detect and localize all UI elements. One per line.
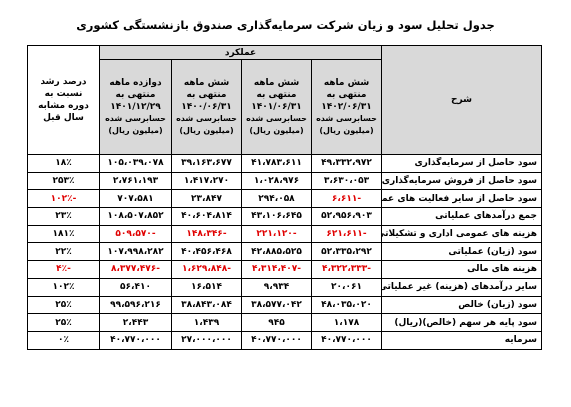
- value-cell: -۱۴۸،۳۴۶: [171, 224, 242, 244]
- performance-header: عملکرد: [99, 45, 382, 60]
- table-row: سایر درآمدهای (هزینه) غیر عملیاتی ۲۰،۰۶۱ ۹…: [27, 277, 542, 297]
- row-label: سود حاصل از سرمایه‌گذاری: [381, 154, 542, 173]
- period-header-1401-6: شش ماهه منتهی به ۱۴۰۱/۰۶/۳۱ حسابرسی شده …: [241, 59, 312, 155]
- value-cell: ۵۲،۳۳۵،۲۹۲: [311, 242, 382, 262]
- value-cell: ۴۰،۷۷۰،۰۰۰: [311, 330, 382, 350]
- row-label: سرمایه: [381, 330, 542, 350]
- row-label: جمع درآمدهای عملیاتی: [381, 207, 542, 226]
- row-label: هزینه های مالی: [381, 260, 542, 279]
- table-row: سود (زیان) خالص ۴۸،۰۳۵،۰۲۰ ۳۸،۵۷۷،۰۴۲ ۳۸،۸۴…: [27, 295, 542, 315]
- growth-cell: ۱۸۱٪: [27, 224, 100, 244]
- value-cell: -۴،۳۱۴،۴۰۷: [241, 260, 312, 279]
- table-row: سود حاصل از سرمایه‌گذاری ۴۹،۳۳۲،۹۷۲ ۴۱،۷۸۳…: [27, 154, 542, 173]
- value-cell: ۳۸،۵۷۷،۰۴۲: [241, 295, 312, 315]
- value-cell: ۴۰،۷۷۰،۰۰۰: [99, 330, 172, 350]
- table-row: سود حاصل از سایر فعالیت های عملیاتی-۶،۶۱…: [27, 189, 542, 209]
- value-cell: ۱،۱۷۸: [311, 313, 382, 332]
- growth-cell: ۱۰۲٪: [27, 277, 100, 297]
- table-row: سود پایه هر سهم (خالص)(ریال) ۱،۱۷۸ ۹۴۵ ۱،۴۳…: [27, 313, 542, 332]
- table-row: هزینه های مالی -۴،۳۲۲،۳۳۳ -۴،۳۱۴،۴۰۷ -۱،۶۲۹…: [27, 260, 542, 279]
- value-cell: -۶۲۱،۶۱۱: [311, 224, 382, 244]
- value-cell: -۶،۶۱۱: [311, 189, 382, 209]
- value-cell: ۲۷،۰۰۰،۰۰۰: [171, 330, 242, 350]
- growth-header: درصد رشد نسبت به دوره مشابه سال قبل: [27, 45, 100, 155]
- header-row-top: شرح عملکرد درصد رشد نسبت به دوره مشابه س…: [27, 45, 542, 155]
- value-cell: ۱،۰۲۸،۹۷۶: [241, 171, 312, 191]
- value-cell: ۲۰،۰۶۱: [311, 277, 382, 297]
- period-header-1402: شش ماهه منتهی به ۱۴۰۲/۰۶/۳۱ حسابرسی شده …: [311, 59, 382, 155]
- value-cell: ۴۰،۶۰۴،۸۱۴: [171, 207, 242, 226]
- row-label: سود (زیان) خالص: [381, 295, 542, 315]
- growth-cell: ۲۵۳٪: [27, 171, 100, 191]
- row-label: سود حاصل از سایر فعالیت های عملیاتی: [381, 189, 542, 209]
- value-cell: ۱،۴۳۹: [171, 313, 242, 332]
- table-row: جمع درآمدهای عملیاتی ۵۲،۹۵۶،۹۰۳ ۴۳،۱۰۶،۶۴۵…: [27, 207, 542, 226]
- growth-cell: ۰٪: [27, 330, 100, 350]
- value-cell: -۲۲۱،۱۲۰: [241, 224, 312, 244]
- value-cell: -۱،۶۲۹،۸۴۸: [171, 260, 242, 279]
- value-cell: ۱۶،۵۱۴: [171, 277, 242, 297]
- row-label: هزینه های عمومی اداری و تشکیلاتی: [381, 224, 542, 244]
- value-cell: ۴۹،۳۳۲،۹۷۲: [311, 154, 382, 173]
- value-cell: ۳۸،۸۴۳،۰۸۴: [171, 295, 242, 315]
- value-cell: ۵۶،۴۱۰: [99, 277, 172, 297]
- value-cell: ۲،۷۶۱،۱۹۳: [99, 171, 172, 191]
- value-cell: -۴،۳۲۲،۳۳۳: [311, 260, 382, 279]
- growth-cell: ۲۳٪: [27, 207, 100, 226]
- value-cell: ۹۹،۵۹۶،۲۱۶: [99, 295, 172, 315]
- value-cell: ۲،۴۴۳: [99, 313, 172, 332]
- period-header-1401-12: دوازده ماهه منتهی به ۱۴۰۱/۱۲/۲۹ حسابرسی …: [99, 59, 172, 155]
- description-header: شرح: [381, 45, 542, 155]
- row-label: سود پایه هر سهم (خالص)(ریال): [381, 313, 542, 332]
- value-cell: ۴۳،۱۰۶،۶۴۵: [241, 207, 312, 226]
- row-label: سود حاصل از فروش سرمایه‌گذاری: [381, 171, 542, 191]
- table-row: سود (زیان) عملیاتی ۵۲،۳۳۵،۲۹۲ ۴۲،۸۸۵،۵۲۵ ۴۰…: [27, 242, 542, 262]
- value-cell: ۱۰۵،۰۳۹،۰۷۸: [99, 154, 172, 173]
- value-cell: ۷۰۷،۵۸۱: [99, 189, 172, 209]
- value-cell: ۴۸،۰۳۵،۰۲۰: [311, 295, 382, 315]
- growth-cell: ۲۲٪: [27, 242, 100, 262]
- value-cell: ۲۹۴،۰۵۸: [241, 189, 312, 209]
- value-cell: ۱۰۸،۵۰۷،۸۵۲: [99, 207, 172, 226]
- value-cell: ۴۱،۷۸۳،۶۱۱: [241, 154, 312, 173]
- value-cell: ۴۰،۷۷۰،۰۰۰: [241, 330, 312, 350]
- growth-cell: ۱۸٪: [27, 154, 100, 173]
- page-title: جدول تحلیل سود و زیان شرکت سرمایه‌گذاری …: [76, 18, 495, 32]
- value-cell: -۵۰۹،۵۷۰: [99, 224, 172, 244]
- row-label: سایر درآمدهای (هزینه) غیر عملیاتی: [381, 277, 542, 297]
- value-cell: ۵۲،۹۵۶،۹۰۳: [311, 207, 382, 226]
- header-row-periods: شش ماهه منتهی به ۱۴۰۲/۰۶/۳۱ حسابرسی شده …: [28, 59, 542, 155]
- value-cell: ۲۳،۸۴۷: [171, 189, 242, 209]
- table-row: سرمایه ۴۰،۷۷۰،۰۰۰ ۴۰،۷۷۰،۰۰۰ ۲۷،۰۰۰،۰۰۰ ۴۰،۷…: [27, 330, 542, 350]
- growth-cell: ۲۵٪: [27, 295, 100, 315]
- table-row: هزینه های عمومی اداری و تشکیلاتی -۶۲۱،۶۱۱…: [27, 224, 542, 244]
- value-cell: ۳،۶۳۰،۰۵۳: [311, 171, 382, 191]
- value-cell: ۱۰۷،۹۹۸،۲۸۲: [99, 242, 172, 262]
- value-cell: ۹،۹۳۴: [241, 277, 312, 297]
- value-cell: ۴۲،۸۸۵،۵۲۵: [241, 242, 312, 262]
- row-label: سود (زیان) عملیاتی: [381, 242, 542, 262]
- profit-loss-table: شرح عملکرد درصد رشد نسبت به دوره مشابه س…: [27, 45, 542, 350]
- growth-cell: ۲۵٪: [27, 313, 100, 332]
- value-cell: ۹۴۵: [241, 313, 312, 332]
- value-cell: ۱،۴۱۷،۲۷۰: [171, 171, 242, 191]
- period-header-1400: شش ماهه منتهی به ۱۴۰۰/۰۶/۳۱ حسابرسی شده …: [171, 59, 242, 155]
- value-cell: ۳۹،۱۶۳،۶۷۷: [171, 154, 242, 173]
- value-cell: ۴۰،۴۵۶،۴۶۸: [171, 242, 242, 262]
- value-cell: -۸،۳۷۷،۴۷۶: [99, 260, 172, 279]
- growth-cell: -۴٪: [27, 260, 100, 279]
- growth-cell: -۱۰۲٪: [27, 189, 100, 209]
- table-row: سود حاصل از فروش سرمایه‌گذاری ۳،۶۳۰،۰۵۳ ۱،…: [27, 171, 542, 191]
